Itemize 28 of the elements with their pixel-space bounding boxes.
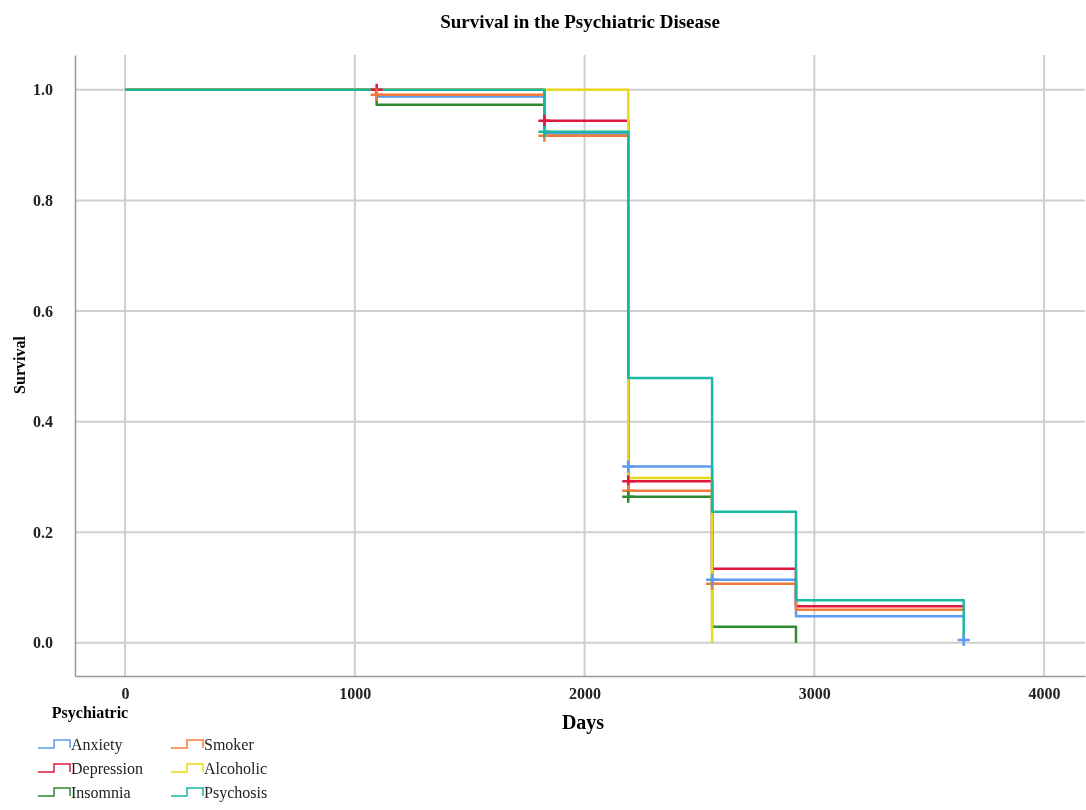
y-tick-label: 0.2 xyxy=(33,523,53,541)
legend-label: Insomnia xyxy=(71,784,131,801)
x-tick-label: 2000 xyxy=(569,685,602,703)
legend-label: Alcoholic xyxy=(204,760,268,777)
y-tick-label: 0.0 xyxy=(33,634,53,652)
legend-title: Psychiatric xyxy=(51,704,129,722)
y-tick-label: 0.4 xyxy=(33,413,53,431)
y-tick-label: 1.0 xyxy=(33,81,53,99)
chart-title: Survival in the Psychiatric Disease xyxy=(440,11,720,32)
point xyxy=(621,459,636,474)
x-tick-label: 4000 xyxy=(1028,685,1061,703)
legend-label: Depression xyxy=(71,760,143,778)
x-tick-label: 0 xyxy=(121,685,130,703)
point xyxy=(704,572,720,588)
legend-label: Anxiety xyxy=(71,736,123,754)
y-tick-label: 0.8 xyxy=(33,192,53,210)
legend-label: Smoker xyxy=(204,736,255,753)
y-tick-label: 0.6 xyxy=(33,302,53,320)
x-axis-title: Days xyxy=(561,711,605,734)
point xyxy=(369,87,384,103)
point xyxy=(537,113,552,129)
point xyxy=(537,124,552,140)
legend-label: Psychosis xyxy=(204,784,268,802)
point xyxy=(621,489,636,505)
x-tick-label: 1000 xyxy=(339,685,372,703)
x-tick-label: 3000 xyxy=(798,685,831,703)
point xyxy=(956,632,971,648)
y-axis-title: Survival xyxy=(11,335,28,394)
